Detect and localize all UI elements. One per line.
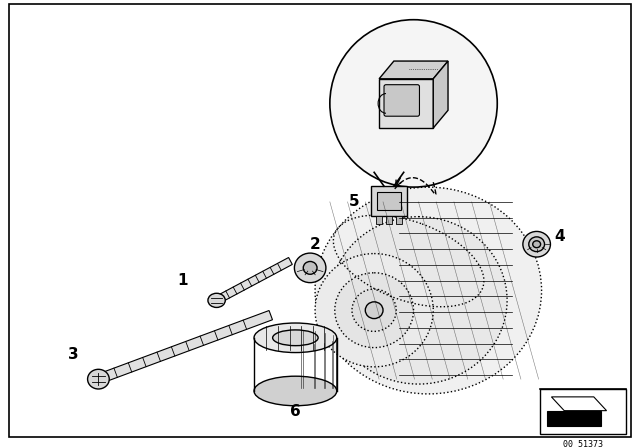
Text: 3: 3 [68,347,79,362]
Text: 5: 5 [349,194,360,209]
Ellipse shape [208,293,225,307]
Ellipse shape [365,302,383,319]
Polygon shape [379,79,433,128]
Ellipse shape [294,253,326,283]
Ellipse shape [330,217,507,384]
Ellipse shape [273,330,318,346]
Polygon shape [379,61,448,79]
Text: 1: 1 [177,273,188,288]
Ellipse shape [254,376,337,406]
Ellipse shape [88,369,109,389]
Polygon shape [433,61,448,128]
Text: 4: 4 [554,229,564,244]
Bar [386,215,392,224]
Polygon shape [547,411,601,426]
Bar [540,389,627,434]
Ellipse shape [303,262,317,274]
Ellipse shape [523,232,550,257]
Text: 2: 2 [310,237,321,252]
Polygon shape [97,310,273,384]
Ellipse shape [315,254,433,367]
Text: 00 51373: 00 51373 [563,439,603,448]
Bar [377,192,401,210]
Bar [396,215,402,224]
Ellipse shape [532,241,541,248]
Polygon shape [215,258,292,304]
Ellipse shape [315,187,541,394]
Ellipse shape [529,237,545,252]
FancyBboxPatch shape [384,85,419,116]
Bar [371,186,406,215]
Ellipse shape [254,323,337,353]
Text: 6: 6 [290,404,301,419]
Bar [376,215,382,224]
Ellipse shape [335,273,413,348]
Ellipse shape [352,289,396,332]
Polygon shape [552,397,607,411]
Circle shape [330,20,497,187]
